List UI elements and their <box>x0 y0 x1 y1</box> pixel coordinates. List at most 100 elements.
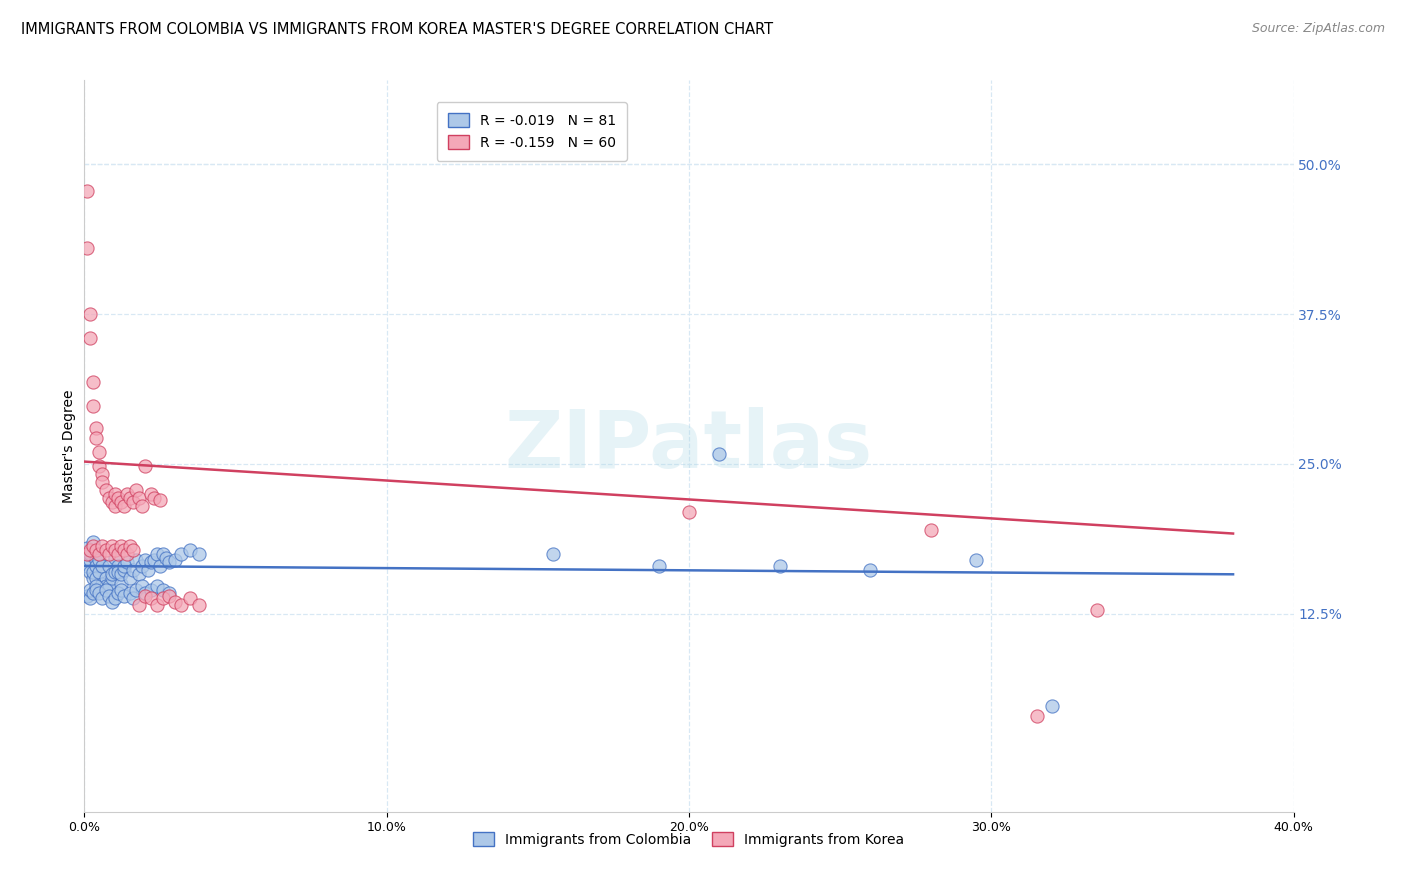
Point <box>110 582 132 597</box>
Point <box>769 558 792 573</box>
Point <box>142 491 165 505</box>
Point <box>709 447 731 461</box>
Point <box>121 562 143 576</box>
Point <box>157 589 180 603</box>
Point <box>97 558 120 573</box>
Point <box>91 539 114 553</box>
Point <box>94 483 117 498</box>
Point <box>157 555 180 569</box>
Point <box>920 523 942 537</box>
Point <box>125 483 148 498</box>
Point <box>121 495 143 509</box>
Point <box>152 547 174 561</box>
Point <box>76 547 98 561</box>
Point <box>104 550 127 565</box>
Point <box>97 547 120 561</box>
Point <box>89 565 111 579</box>
Point <box>146 547 169 561</box>
Point <box>139 591 162 606</box>
Point <box>104 499 127 513</box>
Point <box>79 565 101 579</box>
Point <box>100 571 122 585</box>
Point <box>139 487 162 501</box>
Point <box>118 539 141 553</box>
Point <box>107 558 129 573</box>
Point <box>82 539 104 553</box>
Point <box>79 553 101 567</box>
Point <box>76 547 98 561</box>
Point <box>86 431 108 445</box>
Point <box>100 539 122 553</box>
Point <box>82 586 104 600</box>
Point <box>146 579 169 593</box>
Point <box>118 571 141 585</box>
Point <box>89 547 111 561</box>
Point <box>112 589 135 603</box>
Point <box>76 184 98 198</box>
Point <box>86 558 108 573</box>
Point <box>149 558 172 573</box>
Point <box>121 591 143 606</box>
Point <box>97 491 120 505</box>
Point <box>91 475 114 489</box>
Point <box>115 487 138 501</box>
Point <box>94 579 117 593</box>
Point <box>94 582 117 597</box>
Point <box>82 376 104 390</box>
Point <box>82 535 104 549</box>
Point <box>121 543 143 558</box>
Point <box>104 565 127 579</box>
Point <box>165 595 187 609</box>
Point <box>107 491 129 505</box>
Point <box>134 586 156 600</box>
Point <box>89 547 111 561</box>
Point <box>110 577 132 591</box>
Point <box>79 331 101 345</box>
Point <box>155 550 177 565</box>
Point <box>118 586 141 600</box>
Point <box>97 589 120 603</box>
Point <box>149 492 172 507</box>
Point <box>89 553 111 567</box>
Point <box>1025 708 1047 723</box>
Point <box>79 582 101 597</box>
Point <box>107 565 129 579</box>
Y-axis label: Master's Degree: Master's Degree <box>62 389 76 503</box>
Legend: Immigrants from Colombia, Immigrants from Korea: Immigrants from Colombia, Immigrants fro… <box>468 826 910 853</box>
Point <box>89 459 111 474</box>
Point <box>115 547 138 561</box>
Point <box>91 467 114 481</box>
Text: Source: ZipAtlas.com: Source: ZipAtlas.com <box>1251 22 1385 36</box>
Point <box>152 582 174 597</box>
Point <box>79 307 101 321</box>
Point <box>131 579 153 593</box>
Point <box>179 543 201 558</box>
Point <box>86 553 108 567</box>
Point <box>79 547 101 561</box>
Point <box>86 582 108 597</box>
Point <box>76 541 98 555</box>
Point <box>170 599 193 613</box>
Point <box>152 591 174 606</box>
Point <box>678 505 700 519</box>
Point <box>89 445 111 459</box>
Point <box>100 495 122 509</box>
Point <box>91 577 114 591</box>
Point <box>97 579 120 593</box>
Point <box>86 579 108 593</box>
Point <box>188 547 211 561</box>
Point <box>100 595 122 609</box>
Point <box>115 555 138 569</box>
Point <box>104 543 127 558</box>
Point <box>112 543 135 558</box>
Point <box>79 543 101 558</box>
Text: IMMIGRANTS FROM COLOMBIA VS IMMIGRANTS FROM KOREA MASTER'S DEGREE CORRELATION CH: IMMIGRANTS FROM COLOMBIA VS IMMIGRANTS F… <box>21 22 773 37</box>
Point <box>128 491 150 505</box>
Point <box>104 591 127 606</box>
Point <box>94 571 117 585</box>
Point <box>112 558 135 573</box>
Point <box>648 558 671 573</box>
Point <box>134 589 156 603</box>
Point <box>136 562 159 576</box>
Point <box>965 553 987 567</box>
